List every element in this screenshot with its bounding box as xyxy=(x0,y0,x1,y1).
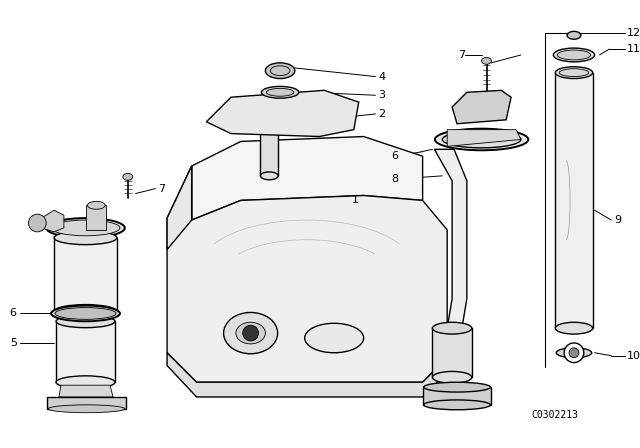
Text: 2: 2 xyxy=(378,109,385,119)
Ellipse shape xyxy=(123,173,132,180)
Ellipse shape xyxy=(46,218,125,238)
Ellipse shape xyxy=(435,129,528,150)
Polygon shape xyxy=(206,90,359,137)
Ellipse shape xyxy=(48,405,125,413)
Bar xyxy=(422,387,492,405)
Ellipse shape xyxy=(433,322,472,334)
Text: 3: 3 xyxy=(378,90,385,100)
Ellipse shape xyxy=(556,67,593,78)
Polygon shape xyxy=(447,129,521,146)
Text: C0302213: C0302213 xyxy=(532,409,579,420)
Ellipse shape xyxy=(54,231,117,245)
Bar xyxy=(86,205,106,230)
Text: 6: 6 xyxy=(10,308,17,319)
Ellipse shape xyxy=(556,348,591,358)
Text: 7: 7 xyxy=(158,184,165,194)
Ellipse shape xyxy=(260,108,278,116)
Circle shape xyxy=(569,348,579,358)
Ellipse shape xyxy=(56,376,115,388)
Ellipse shape xyxy=(266,88,294,96)
Ellipse shape xyxy=(260,172,278,180)
Ellipse shape xyxy=(556,322,593,334)
Bar xyxy=(260,112,278,176)
Ellipse shape xyxy=(424,400,490,410)
Text: 7: 7 xyxy=(458,50,465,60)
Ellipse shape xyxy=(481,57,492,65)
Ellipse shape xyxy=(266,63,295,78)
Polygon shape xyxy=(59,385,113,397)
Polygon shape xyxy=(41,210,64,232)
Ellipse shape xyxy=(559,69,589,77)
Polygon shape xyxy=(167,166,447,382)
Bar xyxy=(54,238,117,311)
Circle shape xyxy=(564,343,584,362)
Ellipse shape xyxy=(567,31,581,39)
Text: 10: 10 xyxy=(627,351,640,361)
Text: 5: 5 xyxy=(10,338,17,348)
Ellipse shape xyxy=(305,323,364,353)
Ellipse shape xyxy=(261,86,299,98)
Ellipse shape xyxy=(433,371,472,383)
Ellipse shape xyxy=(54,305,117,319)
Ellipse shape xyxy=(236,322,266,344)
Ellipse shape xyxy=(56,315,115,327)
Text: 8: 8 xyxy=(391,174,398,184)
Polygon shape xyxy=(167,166,191,250)
Bar xyxy=(556,73,593,328)
Text: 12: 12 xyxy=(627,28,640,39)
Text: 1: 1 xyxy=(352,195,359,206)
Bar xyxy=(433,328,472,377)
Text: 4: 4 xyxy=(378,72,385,82)
Ellipse shape xyxy=(424,382,490,392)
Polygon shape xyxy=(435,149,467,377)
Circle shape xyxy=(29,214,46,232)
Ellipse shape xyxy=(223,312,278,354)
Polygon shape xyxy=(191,137,422,220)
Ellipse shape xyxy=(51,220,120,236)
Ellipse shape xyxy=(55,307,116,319)
Ellipse shape xyxy=(554,48,595,62)
Polygon shape xyxy=(167,353,447,397)
Ellipse shape xyxy=(88,202,105,209)
Text: 9: 9 xyxy=(614,215,621,225)
Ellipse shape xyxy=(442,131,521,148)
Ellipse shape xyxy=(51,306,120,321)
Circle shape xyxy=(243,325,259,341)
Polygon shape xyxy=(452,90,511,124)
Text: 6: 6 xyxy=(391,151,398,161)
Bar xyxy=(47,397,126,409)
Text: 11: 11 xyxy=(627,44,640,54)
Ellipse shape xyxy=(557,50,591,60)
Bar xyxy=(56,321,115,382)
